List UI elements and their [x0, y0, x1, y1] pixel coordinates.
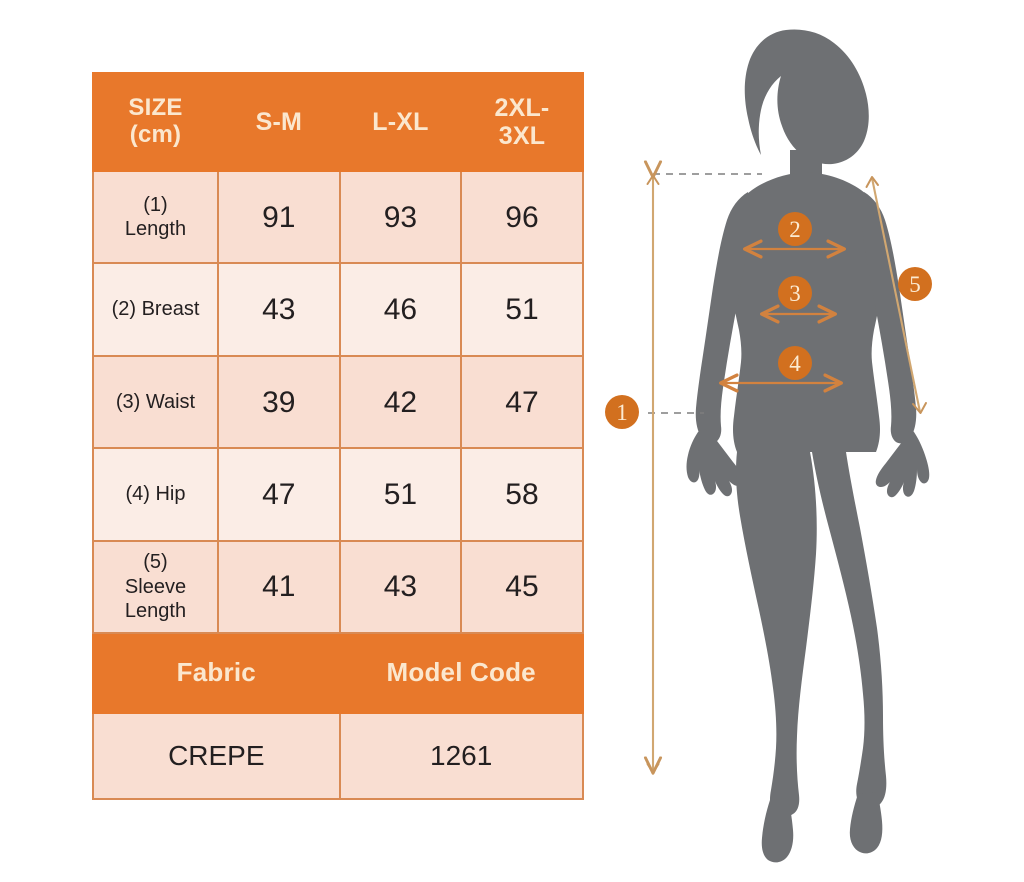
row-label-line1: (1)	[143, 193, 168, 216]
measurement-badge-5: 5	[898, 267, 932, 301]
cell-hip-2xl-3xl: 58	[460, 447, 584, 542]
arrowhead-length-up	[646, 174, 660, 185]
footer-header-model-code: Model Code	[338, 632, 584, 714]
female-silhouette	[686, 29, 930, 863]
footer-header-fabric: Fabric	[92, 632, 341, 714]
measurement-badge-3: 3	[778, 276, 812, 310]
cell-sleeve-l-xl: 43	[338, 539, 463, 635]
table-row: (3) Waist 39 42 47	[92, 354, 584, 450]
arrowhead-sleeve-top	[865, 176, 879, 188]
measurement-badge-2: 2	[778, 212, 812, 246]
measurement-badge-1: 1	[605, 395, 639, 429]
footer-value-fabric: CREPE	[92, 711, 341, 801]
arrow-sleeve	[870, 177, 922, 413]
header-col-2xl-3xl: 2XL- 3XL	[460, 72, 584, 172]
row-label-line1: (5)	[143, 551, 168, 574]
cell-sleeve-2xl-3xl: 45	[460, 539, 584, 635]
header-col3-line2: 3XL	[498, 122, 546, 150]
row-label-line2: Sleeve	[124, 575, 187, 598]
cell-waist-2xl-3xl: 47	[460, 354, 584, 450]
table-row: (4) Hip 47 51 58	[92, 447, 584, 542]
header-col-l-xl: L-XL	[338, 72, 463, 172]
row-label-hip: (4) Hip	[92, 447, 219, 542]
footer-value-model-code: 1261	[338, 711, 584, 801]
row-label-sleeve-length: (5) Sleeve Length	[92, 539, 219, 635]
measurement-badge-4: 4	[778, 346, 812, 380]
cell-waist-s-m: 39	[217, 354, 341, 450]
row-label-line3: Length	[124, 600, 187, 623]
cell-breast-2xl-3xl: 51	[460, 262, 584, 357]
cell-breast-s-m: 43	[217, 262, 341, 357]
row-label-breast: (2) Breast	[92, 262, 219, 357]
table-row: (2) Breast 43 46 51	[92, 262, 584, 357]
cell-length-s-m: 91	[217, 169, 341, 265]
row-label-length: (1) Length	[92, 169, 219, 265]
header-size-line2: (cm)	[129, 121, 182, 148]
row-label-line2: Length	[124, 218, 187, 241]
cell-waist-l-xl: 42	[338, 354, 463, 450]
table-footer-value-row: CREPE 1261	[92, 711, 584, 801]
header-col-s-m: S-M	[217, 72, 341, 172]
cell-length-l-xl: 93	[338, 169, 463, 265]
table-footer-header-row: Fabric Model Code	[92, 632, 584, 714]
cell-breast-l-xl: 46	[338, 262, 463, 357]
table-row: (5) Sleeve Length 41 43 45	[92, 539, 584, 635]
table-header-row: SIZE (cm) S-M L-XL 2XL- 3XL	[92, 72, 584, 172]
header-col3-line1: 2XL-	[494, 94, 550, 122]
table-row: (1) Length 91 93 96	[92, 169, 584, 265]
size-chart-table: SIZE (cm) S-M L-XL 2XL- 3XL (1) Length 9…	[92, 72, 584, 801]
header-size-line1: SIZE	[128, 94, 183, 122]
cell-hip-s-m: 47	[217, 447, 341, 542]
row-label-waist: (3) Waist	[92, 354, 219, 450]
cell-hip-l-xl: 51	[338, 447, 463, 542]
cell-sleeve-s-m: 41	[217, 539, 341, 635]
cell-length-2xl-3xl: 96	[460, 169, 584, 265]
header-size-label: SIZE (cm)	[92, 72, 219, 172]
arrowhead-length-down	[646, 763, 660, 774]
measurement-figure: 1 2 3 4 5	[600, 0, 1024, 882]
body-silhouette-svg	[600, 29, 930, 863]
arrowhead-sleeve-bottom	[912, 402, 927, 414]
